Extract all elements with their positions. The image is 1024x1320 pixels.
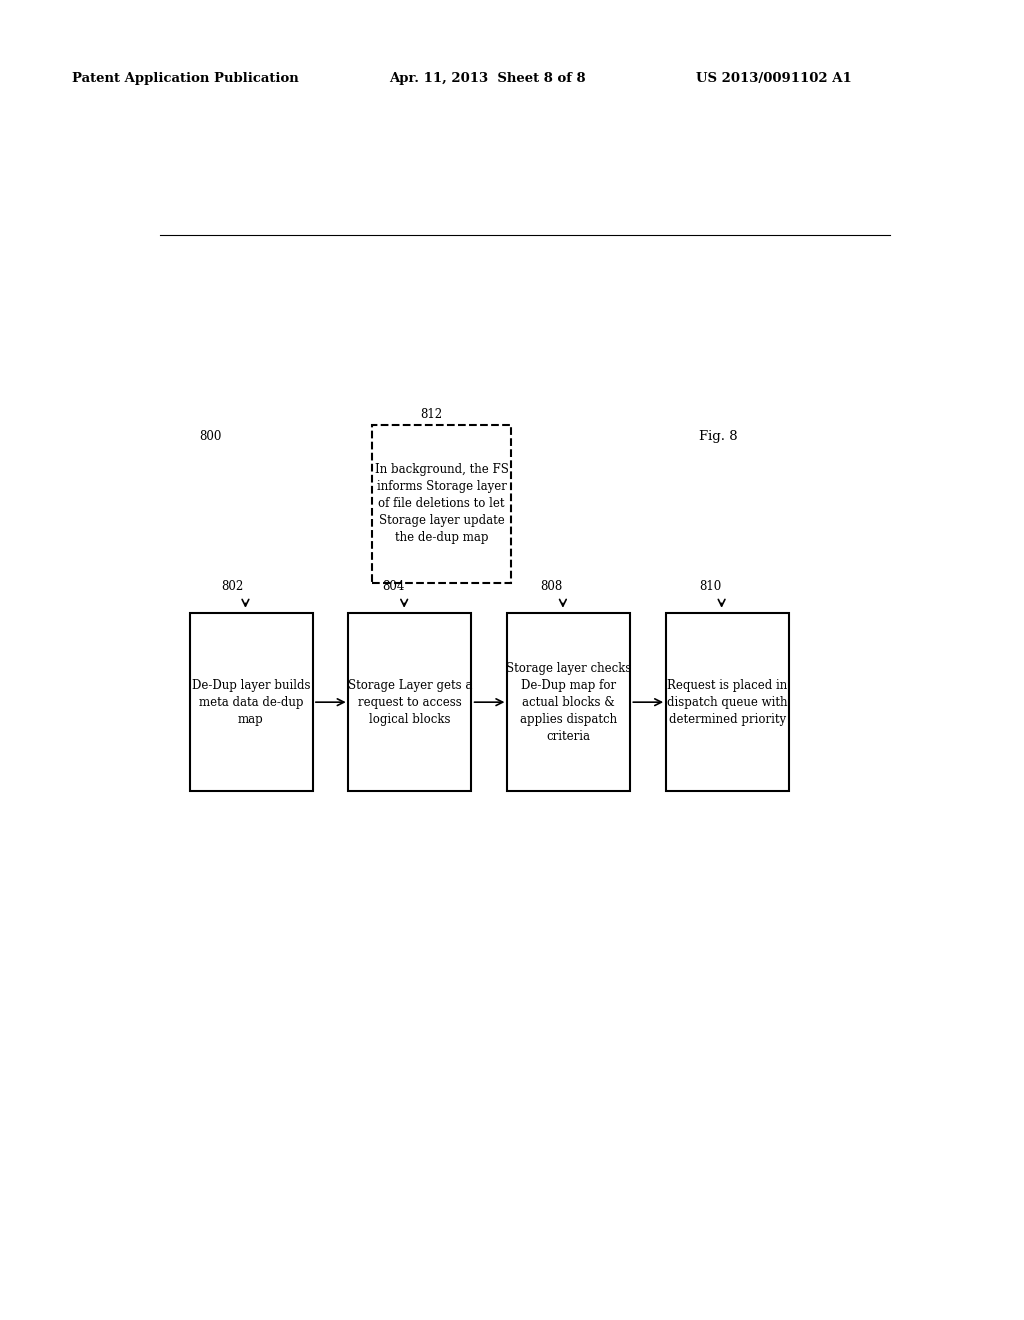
Text: Patent Application Publication: Patent Application Publication bbox=[72, 71, 298, 84]
Text: 804: 804 bbox=[382, 581, 404, 594]
Bar bbox=[348, 614, 471, 791]
Text: In background, the FS
informs Storage layer
of file deletions to let
Storage lay: In background, the FS informs Storage la… bbox=[375, 463, 508, 544]
Bar bbox=[189, 614, 312, 791]
Text: 808: 808 bbox=[541, 581, 563, 594]
Text: Apr. 11, 2013  Sheet 8 of 8: Apr. 11, 2013 Sheet 8 of 8 bbox=[389, 71, 586, 84]
Text: Storage layer checks
De-Dup map for
actual blocks &
applies dispatch
criteria: Storage layer checks De-Dup map for actu… bbox=[506, 661, 631, 743]
Bar bbox=[666, 614, 788, 791]
Bar bbox=[507, 614, 630, 791]
Text: Request is placed in
dispatch queue with
determined priority: Request is placed in dispatch queue with… bbox=[667, 678, 787, 726]
Text: US 2013/0091102 A1: US 2013/0091102 A1 bbox=[696, 71, 852, 84]
Text: 812: 812 bbox=[420, 408, 442, 421]
Text: 802: 802 bbox=[221, 581, 244, 594]
Text: De-Dup layer builds
meta data de-dup
map: De-Dup layer builds meta data de-dup map bbox=[191, 678, 310, 726]
Bar bbox=[372, 425, 511, 582]
Text: Fig. 8: Fig. 8 bbox=[699, 430, 738, 444]
Text: 810: 810 bbox=[699, 581, 722, 594]
Text: 800: 800 bbox=[200, 430, 222, 444]
Text: Storage Layer gets a
request to access
logical blocks: Storage Layer gets a request to access l… bbox=[347, 678, 472, 726]
